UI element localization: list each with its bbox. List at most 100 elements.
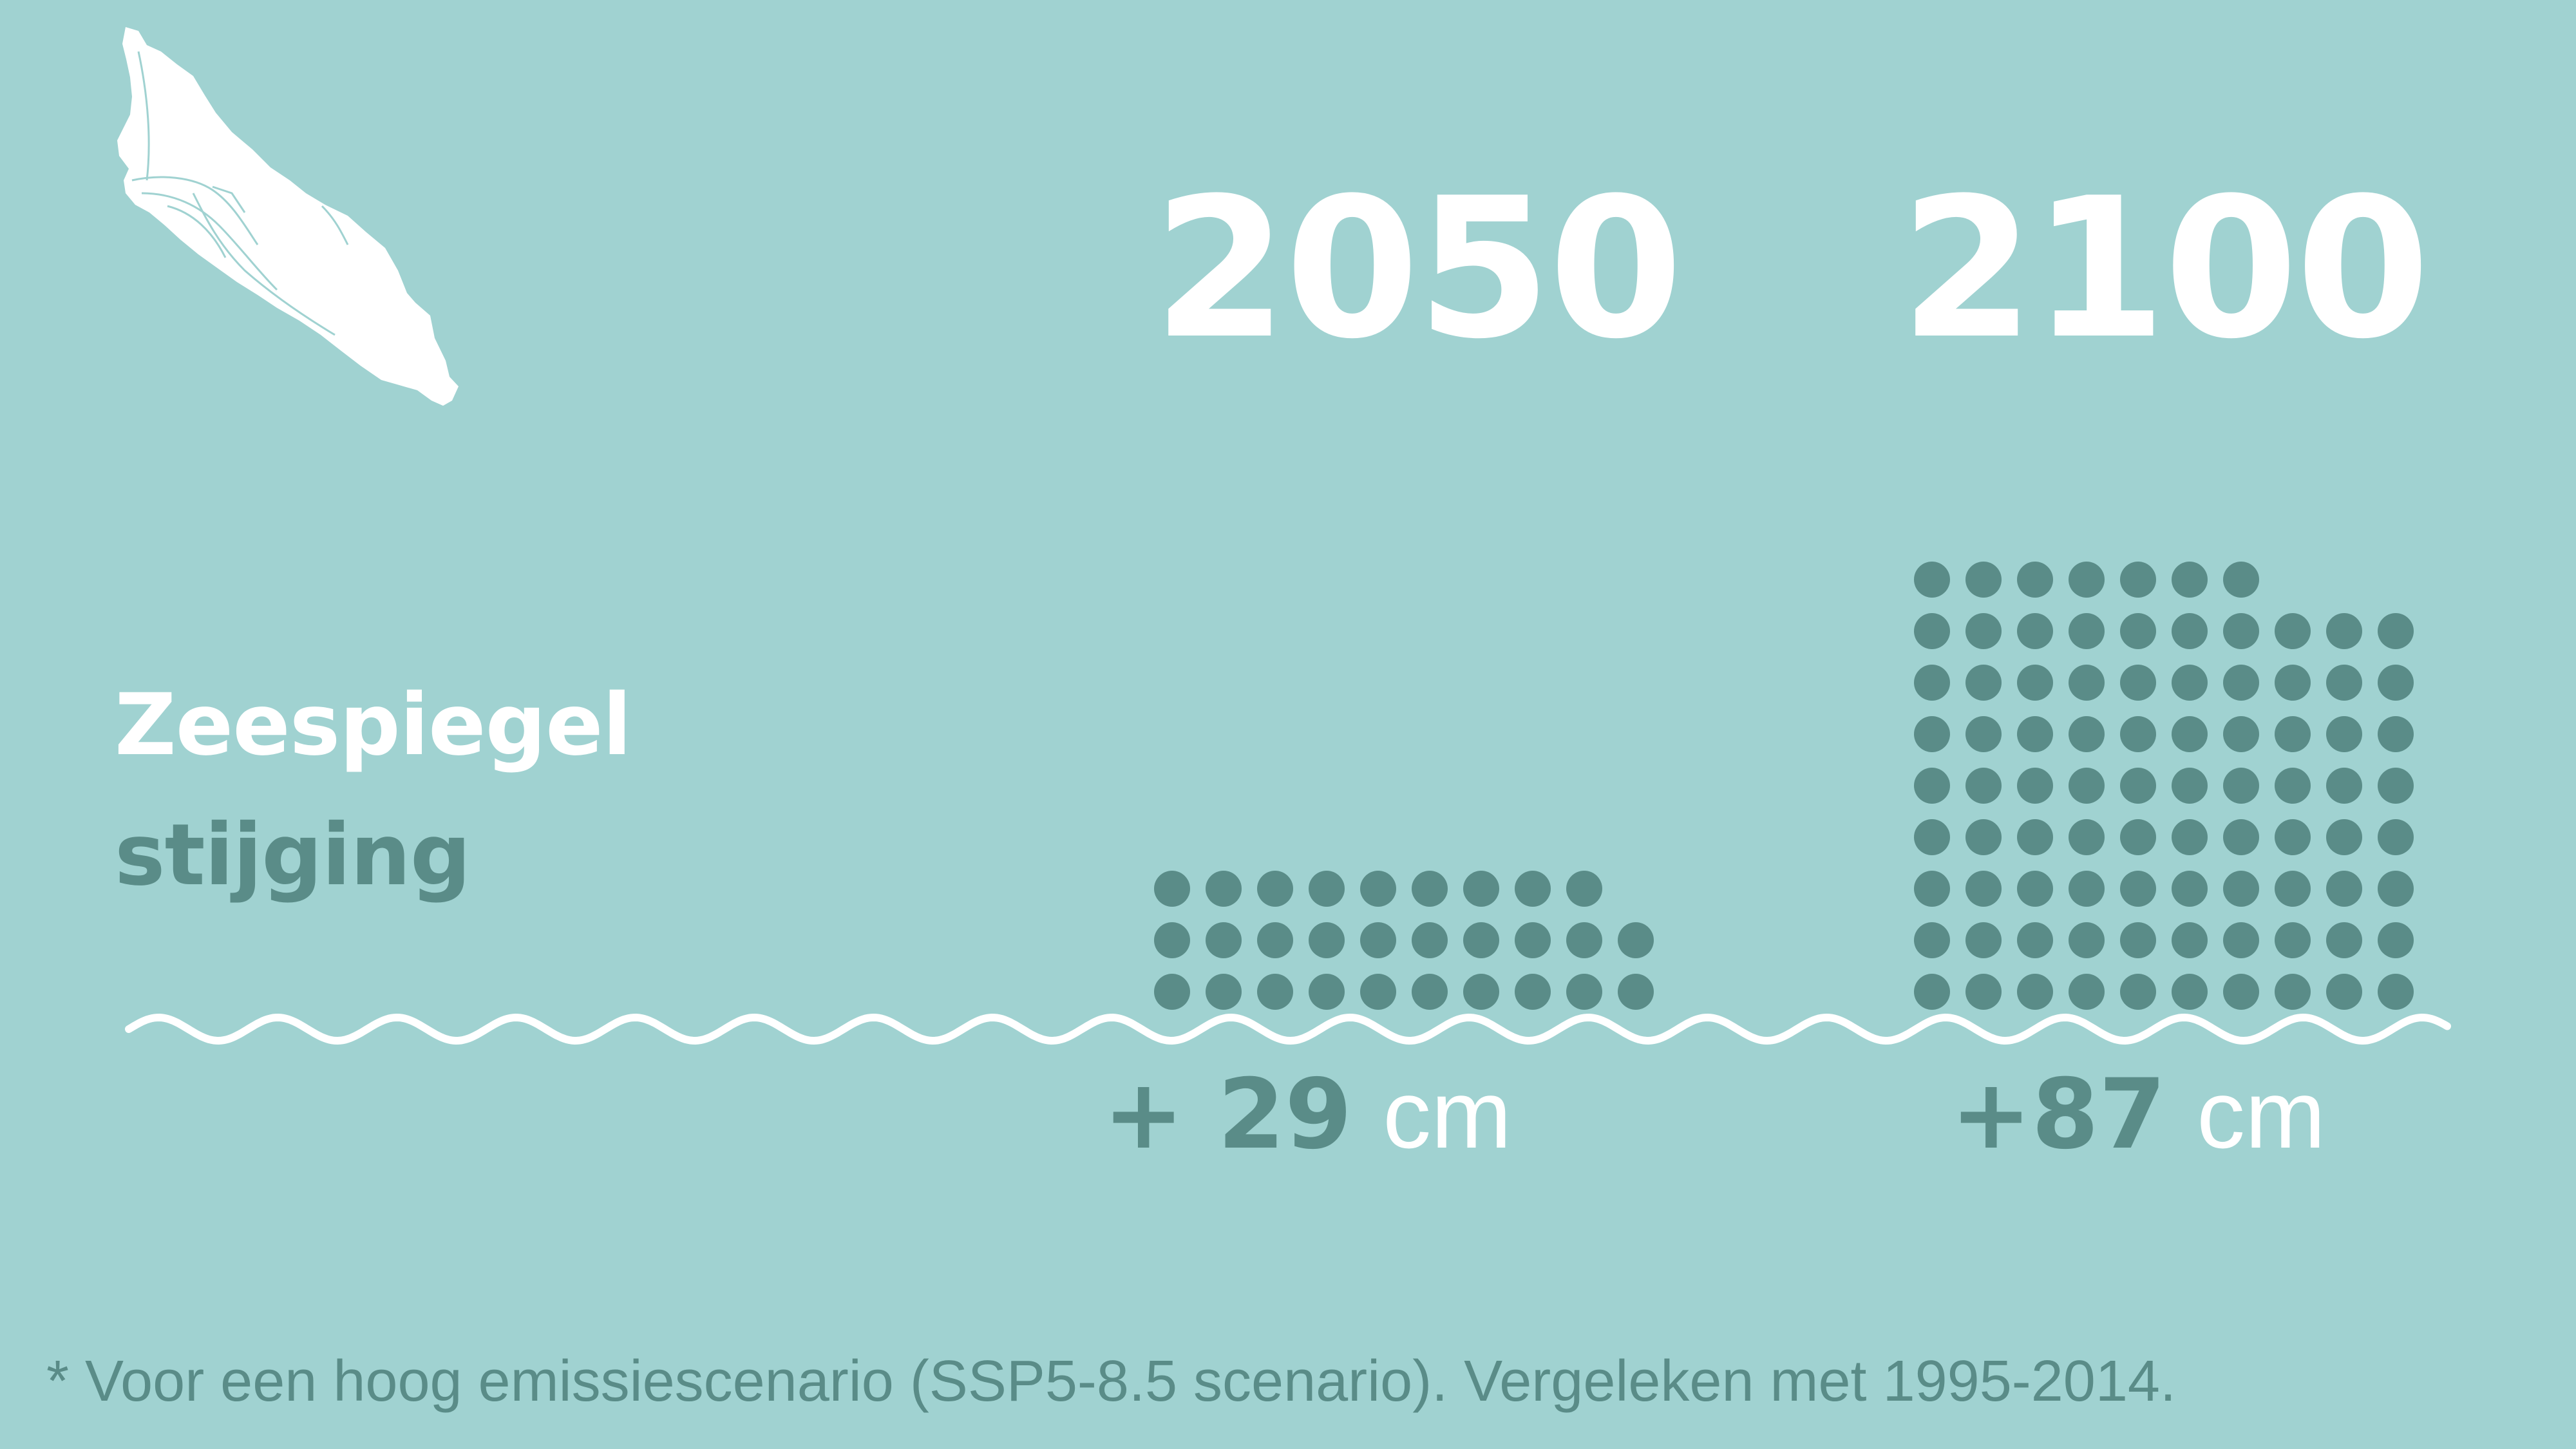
dot-2100-63 <box>2069 665 2105 701</box>
dot-2100-0 <box>1914 974 1950 1010</box>
dot-2100-15 <box>2172 922 2208 958</box>
dot-2050-15 <box>1412 922 1448 958</box>
dot-2100-2 <box>2017 974 2053 1010</box>
dot-2050-9 <box>1618 974 1654 1010</box>
dot-2100-13 <box>2069 922 2105 958</box>
dot-2050-6 <box>1463 974 1499 1010</box>
dot-2100-28 <box>2326 871 2362 907</box>
dot-2050-19 <box>1618 922 1654 958</box>
dot-2100-17 <box>2275 922 2311 958</box>
dot-2050-24 <box>1360 871 1396 907</box>
dot-2050-21 <box>1206 871 1242 907</box>
footnote: * Voor een hoog emissiescenario (SSP5-8.… <box>46 1349 2176 1414</box>
dot-2100-45 <box>2172 768 2208 804</box>
dot-2050-14 <box>1360 922 1396 958</box>
dot-2100-51 <box>1965 716 2002 752</box>
dot-2050-8 <box>1566 974 1602 1010</box>
dot-2100-79 <box>2378 613 2414 649</box>
dot-2050-12 <box>1257 922 1293 958</box>
dot-2100-59 <box>2378 716 2414 752</box>
dot-2100-37 <box>2275 819 2311 855</box>
dot-2100-38 <box>2326 819 2362 855</box>
dot-2100-7 <box>2275 974 2311 1010</box>
value-unit-2050: cm <box>1383 1060 1512 1168</box>
dot-2100-22 <box>2017 871 2053 907</box>
dot-2100-19 <box>2378 922 2414 958</box>
dot-2050-3 <box>1309 974 1345 1010</box>
dot-2100-12 <box>2017 922 2053 958</box>
dot-group-2100 <box>1914 562 2414 1010</box>
dot-2100-56 <box>2223 716 2259 752</box>
dot-2100-65 <box>2172 665 2208 701</box>
dot-2100-25 <box>2172 871 2208 907</box>
dot-2100-44 <box>2120 768 2156 804</box>
dot-2100-76 <box>2223 613 2259 649</box>
dot-2100-83 <box>2069 562 2105 598</box>
dot-2100-61 <box>1965 665 2002 701</box>
dot-2100-30 <box>1914 819 1950 855</box>
dot-2100-57 <box>2275 716 2311 752</box>
dot-2050-10 <box>1154 922 1190 958</box>
title-line-2: stijging <box>115 806 471 905</box>
dot-2100-46 <box>2223 768 2259 804</box>
dot-2050-20 <box>1154 871 1190 907</box>
dot-2100-6 <box>2223 974 2259 1010</box>
dot-2050-18 <box>1566 922 1602 958</box>
dot-2100-26 <box>2223 871 2259 907</box>
dot-2050-25 <box>1412 871 1448 907</box>
dot-2100-54 <box>2120 716 2156 752</box>
title-line-1: Zeespiegel <box>115 676 632 775</box>
dot-2100-86 <box>2223 562 2259 598</box>
dot-2100-84 <box>2120 562 2156 598</box>
dot-2100-29 <box>2378 871 2414 907</box>
dot-2100-71 <box>1965 613 2002 649</box>
dot-2100-78 <box>2326 613 2362 649</box>
dot-2100-77 <box>2275 613 2311 649</box>
dot-2100-24 <box>2120 871 2156 907</box>
dot-2100-27 <box>2275 871 2311 907</box>
dot-2100-14 <box>2120 922 2156 958</box>
dot-2100-23 <box>2069 871 2105 907</box>
dot-2100-9 <box>2378 974 2414 1010</box>
dot-2100-80 <box>1914 562 1950 598</box>
dot-2100-69 <box>2378 665 2414 701</box>
year-label-2050: 2050 <box>1153 156 1683 381</box>
dot-2100-16 <box>2223 922 2259 958</box>
value-label-2100: +87 cm <box>1874 1066 2402 1163</box>
dot-2100-8 <box>2326 974 2362 1010</box>
dot-2050-7 <box>1515 974 1551 1010</box>
dot-2100-72 <box>2017 613 2053 649</box>
dot-2100-60 <box>1914 665 1950 701</box>
year-label-2100: 2100 <box>1900 156 2430 381</box>
dot-2100-85 <box>2172 562 2208 598</box>
dot-2100-39 <box>2378 819 2414 855</box>
dot-2100-74 <box>2120 613 2156 649</box>
dot-2100-21 <box>1965 871 2002 907</box>
dot-2100-50 <box>1914 716 1950 752</box>
dot-2050-22 <box>1257 871 1293 907</box>
dot-2100-10 <box>1914 922 1950 958</box>
dot-2100-1 <box>1965 974 2002 1010</box>
dot-2050-4 <box>1360 974 1396 1010</box>
dot-2100-42 <box>2017 768 2053 804</box>
dot-2050-13 <box>1309 922 1345 958</box>
value-number-2100: +87 <box>1950 1059 2166 1171</box>
dot-2100-49 <box>2378 768 2414 804</box>
value-unit-2100: cm <box>2197 1060 2326 1168</box>
value-number-2050: + 29 <box>1103 1059 1352 1171</box>
dot-2100-52 <box>2017 716 2053 752</box>
dot-2100-34 <box>2120 819 2156 855</box>
dot-2100-58 <box>2326 716 2362 752</box>
dot-2100-5 <box>2172 974 2208 1010</box>
dot-2100-18 <box>2326 922 2362 958</box>
dot-2100-43 <box>2069 768 2105 804</box>
dot-2100-33 <box>2069 819 2105 855</box>
dot-2100-64 <box>2120 665 2156 701</box>
dot-group-2050 <box>1154 871 1654 1010</box>
dot-2100-55 <box>2172 716 2208 752</box>
dot-2100-32 <box>2017 819 2053 855</box>
dot-2100-81 <box>1965 562 2002 598</box>
dot-2100-68 <box>2326 665 2362 701</box>
dot-2100-40 <box>1914 768 1950 804</box>
dot-2100-20 <box>1914 871 1950 907</box>
